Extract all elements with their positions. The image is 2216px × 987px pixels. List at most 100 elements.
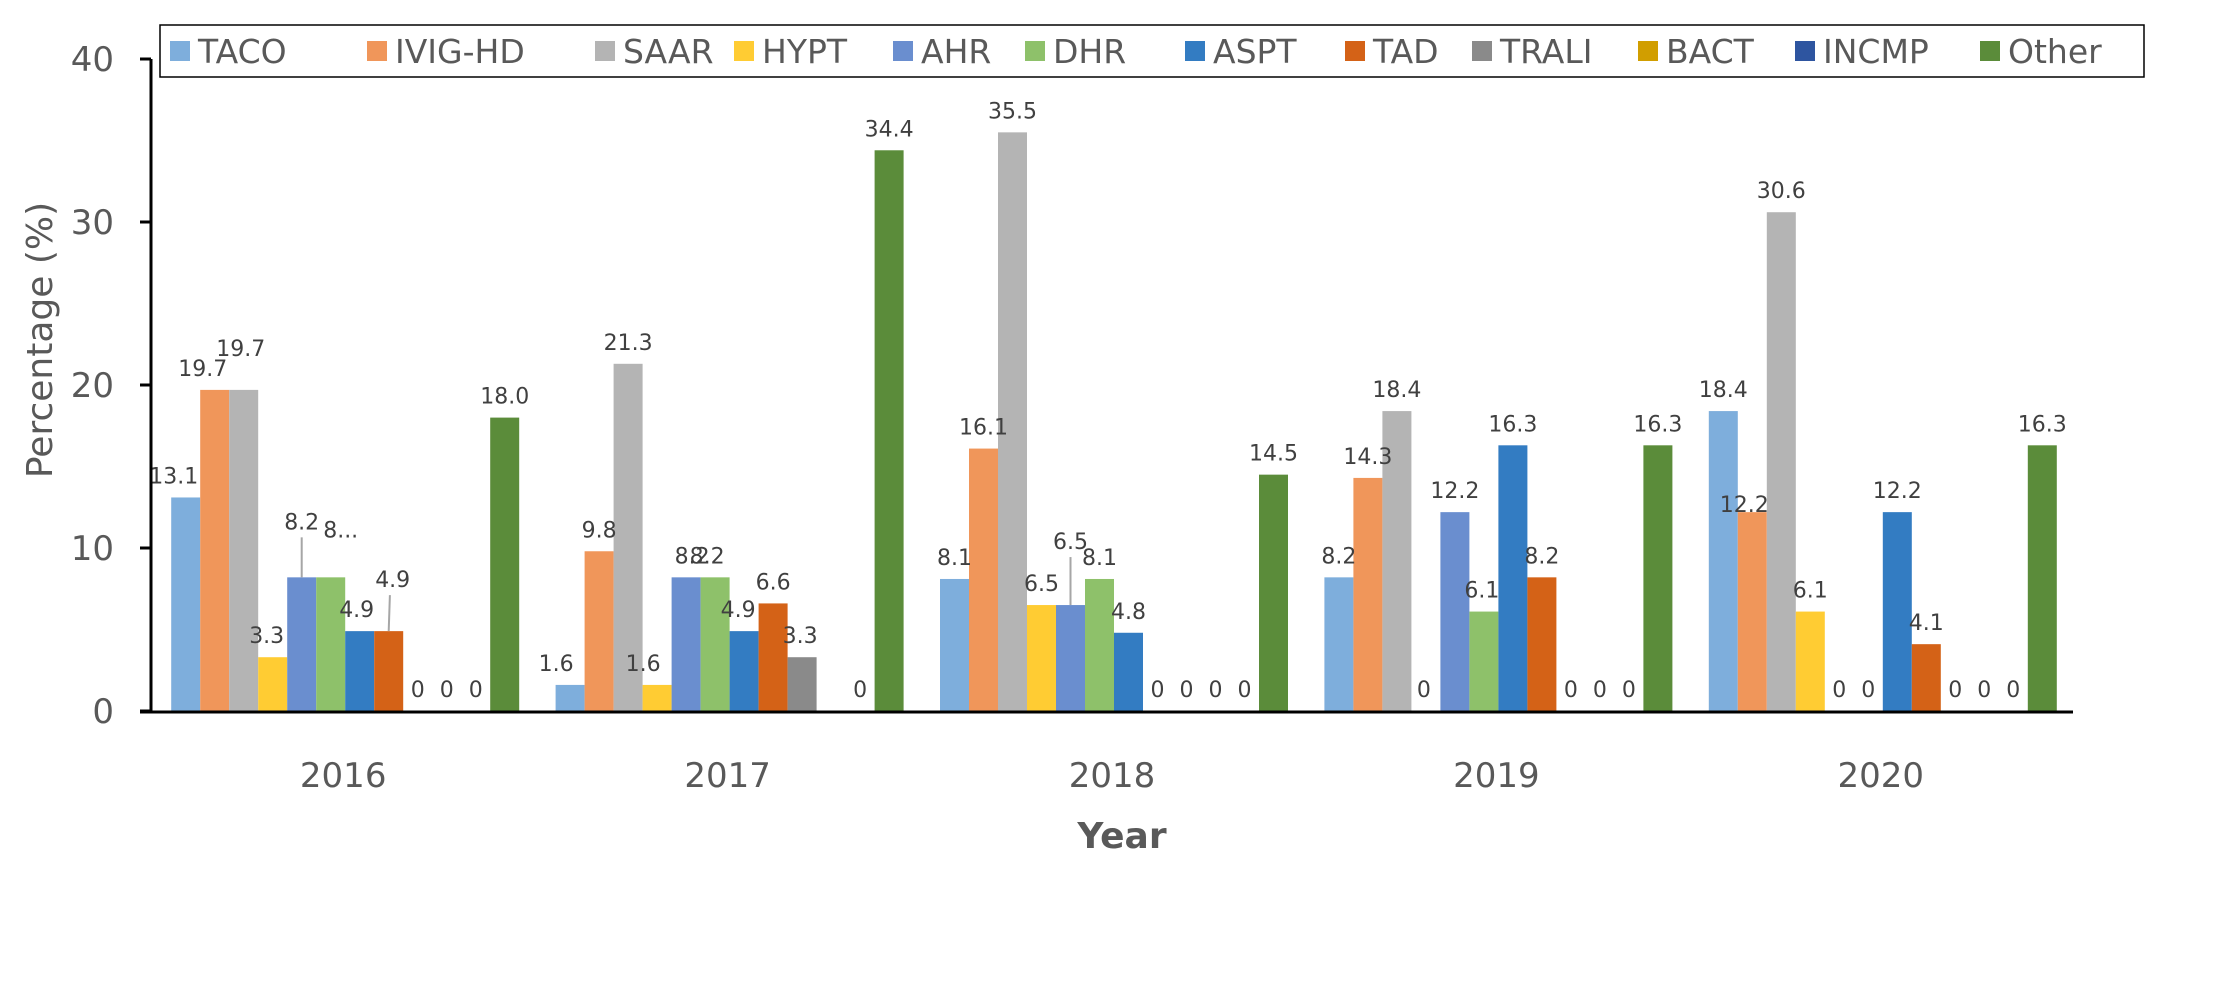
data-label: 8... [323, 518, 358, 543]
bar-dhr-2018 [1085, 578, 1114, 711]
legend-item-tad[interactable]: TAD [1345, 32, 1439, 71]
bar-hypt-2018 [1027, 605, 1056, 711]
bar-other-2020 [2027, 445, 2057, 711]
x-tick-label: 2019 [1453, 756, 1540, 796]
legend-swatch [1980, 41, 2000, 61]
data-label: 9.8 [582, 518, 617, 543]
data-label: 0 [1977, 678, 1991, 703]
legend-item-bact[interactable]: BACT [1638, 32, 1755, 71]
legend-item-ivig-hd[interactable]: IVIG-HD [367, 32, 525, 71]
data-label: 19.7 [178, 357, 227, 382]
bar-hypt-2017 [642, 684, 672, 711]
data-label: 13.1 [149, 464, 198, 489]
y-ticks: 0 10 20 30 40 [71, 40, 151, 732]
data-label: 16.3 [1633, 412, 1682, 437]
bar-ahr-2017 [671, 577, 701, 711]
y-tick-label: 0 [92, 692, 114, 732]
data-label: 18.4 [1372, 378, 1421, 403]
data-label: 6.6 [756, 570, 791, 595]
x-axis-title: Year [1076, 816, 1166, 857]
series-saar [229, 132, 1796, 712]
bar-ahr-2019 [1440, 512, 1470, 711]
bar-ivig-hd-2018 [969, 448, 998, 711]
bar-series-group [171, 132, 2057, 712]
data-label: 0 [1948, 678, 1962, 703]
leader-line [387, 595, 391, 632]
data-label: 6.5 [1053, 530, 1088, 555]
x-tick-label: 2016 [300, 756, 387, 796]
legend-swatch [1185, 41, 1205, 61]
legend-swatch [1345, 41, 1365, 61]
data-label: 14.3 [1343, 445, 1392, 470]
bar-taco-2019 [1324, 577, 1354, 711]
legend-item-hypt[interactable]: HYPT [734, 32, 848, 71]
data-label: 4.9 [339, 598, 374, 623]
data-label: 8.1 [1082, 546, 1117, 571]
series-trali [787, 657, 817, 711]
bar-aspt-2016 [345, 631, 375, 711]
bar-tad-2020 [1911, 644, 1941, 711]
legend-item-ahr[interactable]: AHR [893, 32, 991, 71]
bar-ivig-hd-2019 [1353, 477, 1383, 711]
legend-swatch [734, 41, 754, 61]
legend-label: TAD [1372, 32, 1439, 71]
bar-saar-2020 [1766, 212, 1796, 711]
legend-item-incmp[interactable]: INCMP [1795, 32, 1929, 71]
bar-taco-2016 [171, 497, 201, 711]
series-tad [374, 577, 1941, 711]
legend-swatch [1638, 41, 1658, 61]
data-label: 12.2 [1720, 493, 1769, 518]
data-label: 3.3 [249, 624, 284, 649]
data-label: 6.1 [1793, 579, 1828, 604]
data-label: 8.1 [937, 546, 972, 571]
data-label: 0 [1209, 678, 1223, 703]
data-label: 0 [1832, 678, 1846, 703]
y-tick-label: 40 [71, 40, 114, 80]
data-label: 18.4 [1699, 378, 1748, 403]
data-label: 0 [853, 678, 867, 703]
legend-swatch [1025, 41, 1045, 61]
legend-label: DHR [1053, 32, 1126, 71]
legend-item-other[interactable]: Other [1980, 32, 2102, 71]
data-label: 8.2 [1524, 544, 1559, 569]
legend-swatch [1795, 41, 1815, 61]
legend-item-trali[interactable]: TRALI [1472, 32, 1592, 71]
data-label: 0 [1861, 678, 1875, 703]
series-dhr [316, 577, 1499, 711]
data-label: 8.2 [1321, 544, 1356, 569]
bar-taco-2020 [1708, 411, 1738, 711]
legend-item-aspt[interactable]: ASPT [1185, 32, 1297, 71]
bar-trali-2017 [787, 657, 817, 711]
legend-item-taco[interactable]: TACO [170, 32, 287, 71]
y-tick-label: 20 [71, 366, 114, 406]
data-label: 8.2 [690, 544, 725, 569]
data-label: 6.5 [1024, 572, 1059, 597]
bar-dhr-2019 [1469, 611, 1499, 711]
bar-saar-2019 [1382, 411, 1412, 711]
bar-ivig-hd-2016 [200, 389, 230, 711]
series-other [490, 150, 2057, 711]
bar-saar-2018 [998, 132, 1027, 712]
legend-label: TACO [197, 32, 287, 71]
legend-item-dhr[interactable]: DHR [1025, 32, 1126, 71]
y-axis-title: Percentage (%) [20, 202, 61, 478]
data-label: 0 [1238, 678, 1252, 703]
data-label: 1.6 [539, 652, 574, 677]
data-label: 4.9 [721, 598, 756, 623]
data-label: 12.2 [1873, 479, 1922, 504]
bar-dhr-2017 [700, 577, 730, 711]
bar-aspt-2019 [1498, 445, 1528, 711]
y-tick-label: 30 [71, 203, 114, 243]
data-label: 0 [1151, 678, 1165, 703]
bar-ivig-hd-2017 [584, 551, 614, 711]
legend-swatch [367, 41, 387, 61]
data-label: 0 [1622, 678, 1636, 703]
legend-label: TRALI [1499, 32, 1592, 71]
legend-label: INCMP [1823, 32, 1929, 71]
legend-item-saar[interactable]: SAAR [595, 32, 714, 71]
legend-label: AHR [921, 32, 991, 71]
bar-other-2016 [490, 417, 520, 711]
bar-taco-2018 [940, 578, 969, 711]
